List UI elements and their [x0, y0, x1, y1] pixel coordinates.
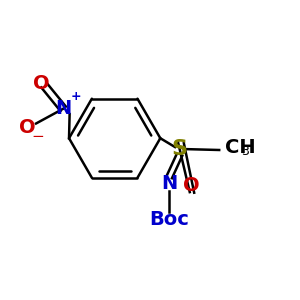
Text: O: O	[20, 118, 36, 137]
Text: Boc: Boc	[149, 210, 189, 229]
Text: −: −	[32, 129, 44, 144]
Text: 3: 3	[241, 145, 249, 158]
Text: CH: CH	[225, 138, 256, 157]
Text: O: O	[33, 74, 50, 93]
Text: S: S	[171, 139, 188, 158]
Text: N: N	[161, 174, 177, 194]
Text: O: O	[183, 176, 200, 195]
Text: N: N	[55, 99, 71, 118]
Text: +: +	[71, 91, 82, 103]
